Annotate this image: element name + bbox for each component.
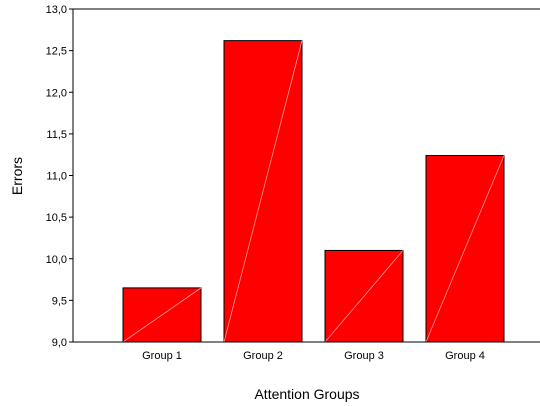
y-tick-label: 11,0	[46, 171, 67, 183]
y-tick-label: 13,0	[46, 4, 67, 16]
bar-2-shading-line	[223, 40, 303, 343]
x-tick-label: Group 4	[445, 350, 485, 362]
y-tick-label: 12,0	[46, 87, 67, 99]
x-labels-group: Group 1 Group 2 Group 3 Group 4	[142, 350, 485, 362]
y-tick-label: 9,5	[52, 295, 67, 307]
bar-4-shading-line	[425, 155, 505, 343]
x-axis-title: Attention Groups	[254, 386, 359, 402]
x-tick-label: Group 2	[243, 350, 283, 362]
y-tick-label: 12,5	[46, 46, 67, 58]
bars-group	[122, 40, 505, 343]
y-axis-title: Errors	[9, 157, 25, 195]
bar-3-shading-line	[324, 250, 404, 343]
y-tick-label: 10,0	[46, 254, 67, 266]
y-tick-label: 9,0	[52, 337, 67, 349]
x-tick-label: Group 3	[344, 350, 384, 362]
y-tick-label: 10,5	[46, 212, 67, 224]
y-ticks-group: 9,0 9,5 10,0 10,5 11,0 11,5 12,0 12,5 13,0	[46, 4, 73, 349]
bar-1-shading-line	[122, 287, 202, 343]
y-tick-label: 11,5	[46, 129, 67, 141]
x-tick-label: Group 1	[142, 350, 182, 362]
